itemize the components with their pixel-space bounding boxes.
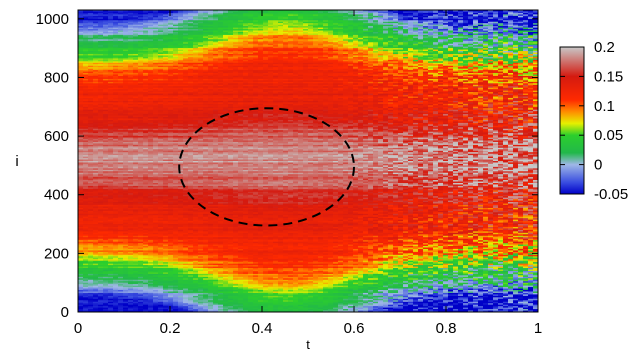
x-axis: 0 0.2 0.4 0.6 0.8 1 (74, 10, 542, 337)
colorbar (559, 46, 585, 195)
y-tick-label: 400 (44, 187, 69, 204)
heatmap-field (78, 10, 538, 312)
x-tick-label: 0.6 (344, 320, 365, 337)
dashed-ellipse-annotation (178, 107, 356, 227)
y-axis: 0 200 400 600 800 1000 (36, 11, 538, 321)
x-tick-label: 0.2 (160, 320, 181, 337)
y-tick-label: 600 (44, 128, 69, 145)
colorbar-tick-label: 0.05 (594, 127, 623, 144)
y-axis-label: i (15, 153, 18, 170)
colorbar-tick-label: 0.15 (594, 68, 623, 85)
x-tick-label: 0.4 (252, 320, 273, 337)
x-axis-label: t (306, 337, 310, 349)
y-tick-label: 800 (44, 69, 69, 86)
colorbar-tick-label: 0 (594, 157, 602, 174)
colorbar-ticks: -0.05 0 0.05 0.1 0.15 0.2 (560, 39, 628, 203)
x-tick-label: 0.8 (436, 320, 457, 337)
y-tick-label: 200 (44, 245, 69, 262)
y-tick-label: 1000 (36, 11, 69, 28)
colorbar-tick-label: 0.2 (594, 39, 615, 56)
plot-frame (77, 9, 539, 313)
colorbar-tick-label: -0.05 (594, 186, 628, 203)
x-tick-label: 1 (534, 320, 542, 337)
y-tick-label: 0 (61, 304, 69, 321)
x-tick-label: 0 (74, 320, 82, 337)
colorbar-tick-label: 0.1 (594, 98, 615, 115)
